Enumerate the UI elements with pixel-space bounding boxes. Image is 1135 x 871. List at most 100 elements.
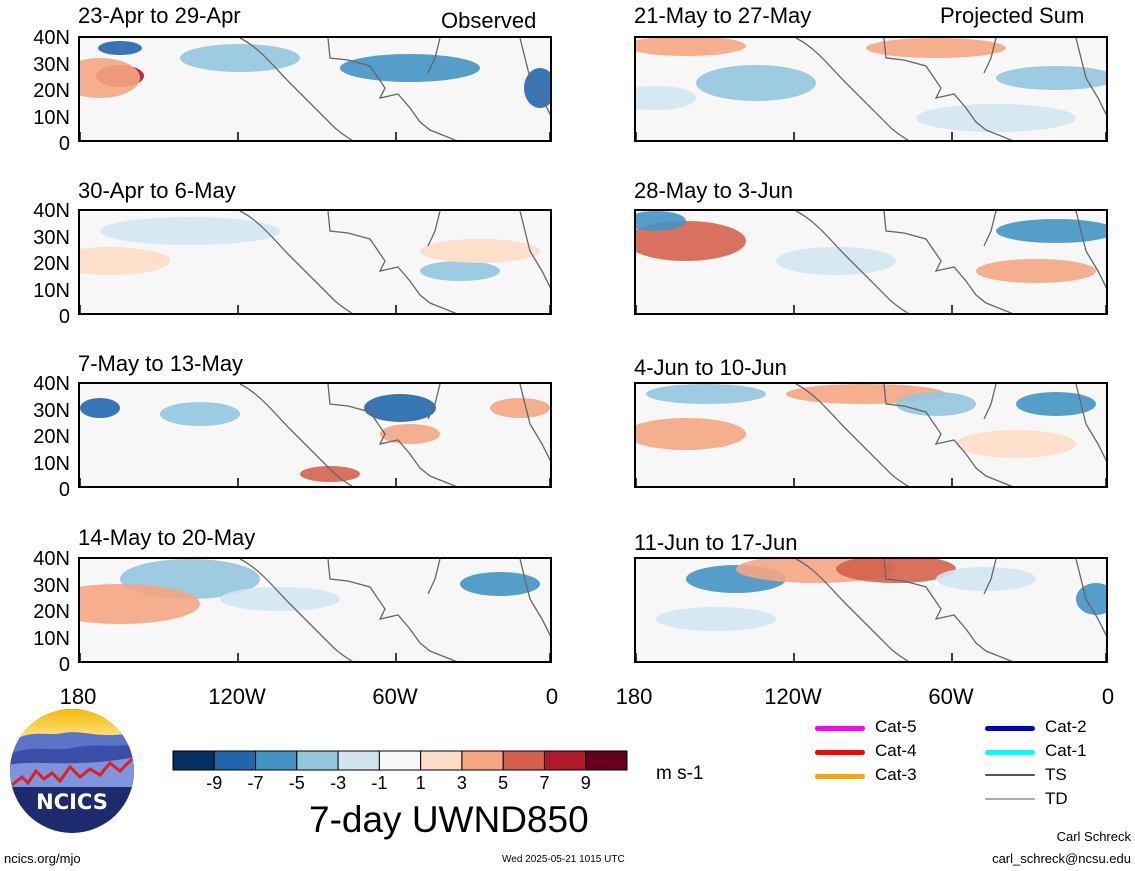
- colorbar: [172, 750, 628, 771]
- map-panel-left-4: [78, 557, 552, 663]
- coastline: [239, 38, 550, 140]
- colorbar-swatch: [296, 750, 339, 771]
- lat-label: 40N: [33, 27, 70, 49]
- anomaly-map: [636, 38, 1106, 140]
- lat-label: 0: [58, 133, 70, 155]
- colorbar-swatch: [461, 750, 504, 771]
- panel-title-right-3: 4-Jun to 10-Jun: [634, 355, 787, 380]
- anomaly-region: [976, 259, 1096, 283]
- anomaly-region: [956, 430, 1076, 458]
- colorbar-tick-label: 3: [456, 773, 467, 793]
- storm-legend-line-td: [985, 798, 1035, 800]
- panel-title-right-4: 11-Jun to 17-Jun: [634, 530, 798, 555]
- lat-label: 20N: [33, 426, 70, 448]
- colorbar-swatch: [543, 750, 587, 771]
- map-panel-right-4: [634, 557, 1108, 663]
- anomaly-region: [460, 572, 540, 596]
- panel-title-left-4: 14-May to 20-May: [78, 525, 256, 550]
- units-label: m s-1: [656, 763, 704, 784]
- anomaly-region: [380, 424, 440, 444]
- map-panel-right-2: [634, 209, 1108, 315]
- colorbar-tick-label: -9: [206, 773, 223, 793]
- anomaly-region: [340, 54, 480, 82]
- anomaly-region: [220, 587, 340, 611]
- lon-label-180-left: 180: [59, 684, 97, 709]
- lat-label: 20N: [33, 601, 70, 623]
- colorbar-swatch: [502, 750, 545, 771]
- coastline: [239, 559, 550, 661]
- anomaly-region: [80, 58, 140, 98]
- anomaly-region: [636, 38, 746, 56]
- anomaly-region: [996, 219, 1106, 243]
- anomaly-region: [896, 392, 976, 416]
- colorbar-swatch: [378, 750, 422, 771]
- anomaly-region: [696, 65, 816, 101]
- map-panel-left-2: [78, 209, 552, 315]
- lon-label-60w-right: 60W: [928, 684, 974, 709]
- map-panel-right-3: [634, 382, 1108, 488]
- lat-label: 10N: [33, 627, 70, 650]
- storm-legend-line-cat-2: [985, 726, 1035, 731]
- colorbar-tick-label: 7: [539, 773, 550, 793]
- anomaly-map: [80, 38, 550, 140]
- storm-legend-label: Cat-3: [875, 765, 917, 784]
- lat-label: 40N: [33, 548, 70, 570]
- map-panel-left-3: [78, 382, 552, 488]
- anomaly-region: [80, 247, 170, 275]
- lat-label: 20N: [33, 253, 70, 275]
- colorbar-swatch: [172, 750, 215, 771]
- colorbar-tick-label: 9: [580, 773, 591, 793]
- lat-label: 10N: [33, 279, 70, 302]
- chart-title: 7-day UWND850: [309, 799, 589, 840]
- footer-timestamp: Wed 2025-05-21 1015 UTC: [502, 854, 625, 865]
- colorbar-swatch: [255, 750, 298, 771]
- anomaly-map: [636, 211, 1106, 313]
- anomaly-region: [100, 217, 280, 245]
- anomaly-region: [80, 398, 120, 418]
- storm-legend-label: Cat-5: [875, 717, 917, 736]
- anomaly-region: [636, 211, 686, 231]
- anomaly-region: [490, 398, 550, 418]
- lon-label-0-left: 0: [545, 684, 559, 709]
- coastline: [795, 211, 1106, 313]
- coastline: [795, 38, 1106, 140]
- colorbar-tick-label: 5: [498, 773, 509, 793]
- anomaly-region: [180, 44, 300, 72]
- lat-label: 0: [58, 306, 70, 328]
- lon-label-0-right: 0: [1101, 684, 1115, 709]
- panel-title-left-2: 30-Apr to 6-May: [78, 178, 236, 203]
- lat-label: 0: [58, 654, 70, 676]
- footer-email: carl_schreck@ncsu.edu: [992, 851, 1131, 866]
- anomaly-region: [98, 41, 142, 55]
- colorbar-tick-label: -3: [330, 773, 347, 793]
- colorbar-tick-label: -1: [371, 773, 388, 793]
- anomaly-region: [936, 567, 1036, 591]
- colorbar-swatch: [420, 750, 463, 771]
- lat-label: 10N: [33, 452, 70, 475]
- anomaly-region: [646, 384, 766, 404]
- footer-url: ncics.org/mjo: [4, 851, 81, 866]
- observed-label: Observed: [441, 8, 537, 33]
- projected-sum-label: Projected Sum: [940, 3, 1085, 28]
- anomaly-map: [80, 559, 550, 661]
- panel-title-left-1: 23-Apr to 29-Apr: [78, 3, 241, 28]
- storm-legend-line-cat-3: [815, 774, 865, 779]
- panel-title-right-1: 21-May to 27-May: [634, 3, 812, 28]
- coastline: [795, 384, 1106, 486]
- lon-label-120w-right: 120W: [764, 684, 822, 709]
- anomaly-map: [636, 559, 1106, 661]
- colorbar-tick-label: 1: [415, 773, 426, 793]
- lon-label-60w-left: 60W: [372, 684, 418, 709]
- lat-label: 30N: [33, 574, 70, 597]
- anomaly-region: [1016, 392, 1096, 416]
- map-panel-left-1: [78, 36, 552, 142]
- logo-text: NCICS: [36, 790, 108, 814]
- lat-label: 0: [58, 479, 70, 501]
- storm-legend-label: Cat-2: [1045, 717, 1087, 736]
- lon-label-180-right: 180: [615, 684, 653, 709]
- storm-legend-line-cat-1: [985, 750, 1035, 755]
- storm-legend-label: Cat-4: [875, 741, 917, 760]
- anomaly-region: [636, 221, 746, 261]
- storm-legend-line-ts: [985, 774, 1035, 776]
- coastline: [239, 211, 550, 313]
